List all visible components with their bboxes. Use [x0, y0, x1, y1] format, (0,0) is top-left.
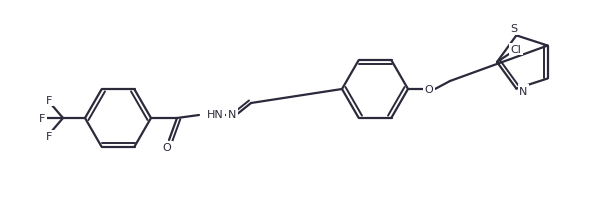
Text: O: O: [163, 142, 171, 152]
Text: Cl: Cl: [511, 45, 522, 55]
Text: F: F: [46, 96, 52, 105]
Text: S: S: [510, 24, 517, 34]
Text: N: N: [228, 109, 236, 119]
Text: HN: HN: [207, 109, 224, 119]
Text: F: F: [46, 131, 52, 141]
Text: N: N: [519, 86, 528, 96]
Text: O: O: [425, 85, 433, 95]
Text: F: F: [39, 114, 45, 123]
